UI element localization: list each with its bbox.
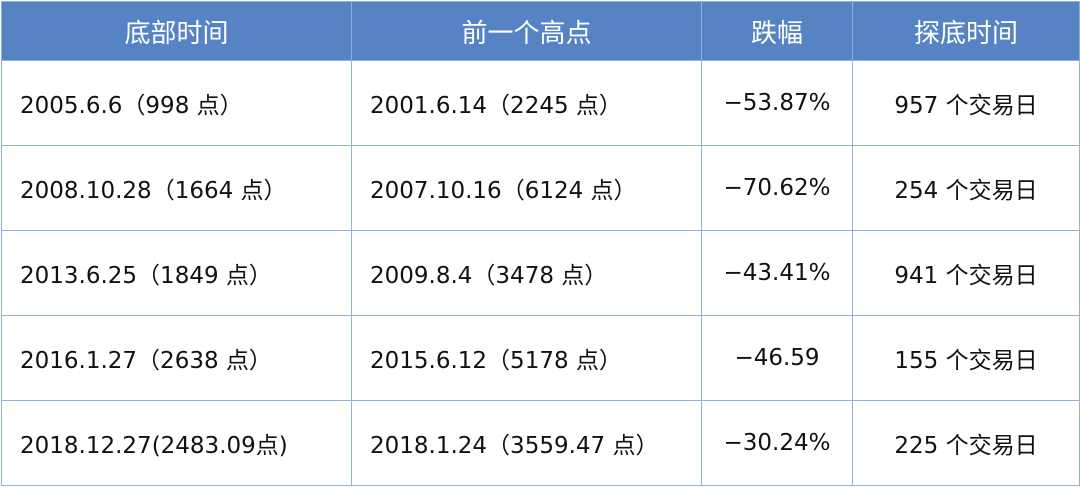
header-row: 底部时间 前一个高点 跌幅 探底时间 [1,1,1080,61]
table-cell: −46.59 [701,315,853,401]
table-cell: −30.24% [701,400,853,486]
table-row: 2018.12.27(2483.09点) 2018.1.24（3559.47 点）… [1,400,1080,486]
table-cell: 957 个交易日 [852,60,1080,146]
table-cell: −43.41% [701,230,853,316]
table-cell: 2018.12.27(2483.09点) [1,400,352,486]
header-cell: 底部时间 [1,1,352,61]
table-cell: 2008.10.28（1664 点） [1,145,352,231]
table-row: 2005.6.6（998 点） 2001.6.14（2245 点） −53.87% 9… [1,60,1080,146]
header-cell: 探底时间 [852,1,1080,61]
table-cell: 225 个交易日 [852,400,1080,486]
table-cell: 254 个交易日 [852,145,1080,231]
table-row: 2016.1.27（2638 点） 2015.6.12（5178 点） −46.59… [1,315,1080,401]
table-cell: 941 个交易日 [852,230,1080,316]
table-cell: 2013.6.25（1849 点） [1,230,352,316]
table-body: 2005.6.6（998 点） 2001.6.14（2245 点） −53.87% 9… [1,60,1080,486]
table-cell: 2016.1.27（2638 点） [1,315,352,401]
table-row: 2013.6.25（1849 点） 2009.8.4（3478 点） −43.41%… [1,230,1080,316]
table-cell: 2001.6.14（2245 点） [351,60,702,146]
table-cell: 2009.8.4（3478 点） [351,230,702,316]
table-cell: −70.62% [701,145,853,231]
table-cell: 155 个交易日 [852,315,1080,401]
header-cell: 前一个高点 [351,1,702,61]
table-cell: −53.87% [701,60,853,146]
table-cell: 2018.1.24（3559.47 点） [351,400,702,486]
header-cell: 跌幅 [701,1,853,61]
table-row: 2008.10.28（1664 点） 2007.10.16（6124 点） −70.… [1,145,1080,231]
table-cell: 2005.6.6（998 点） [1,60,352,146]
table-cell: 2007.10.16（6124 点） [351,145,702,231]
table-cell: 2015.6.12（5178 点） [351,315,702,401]
